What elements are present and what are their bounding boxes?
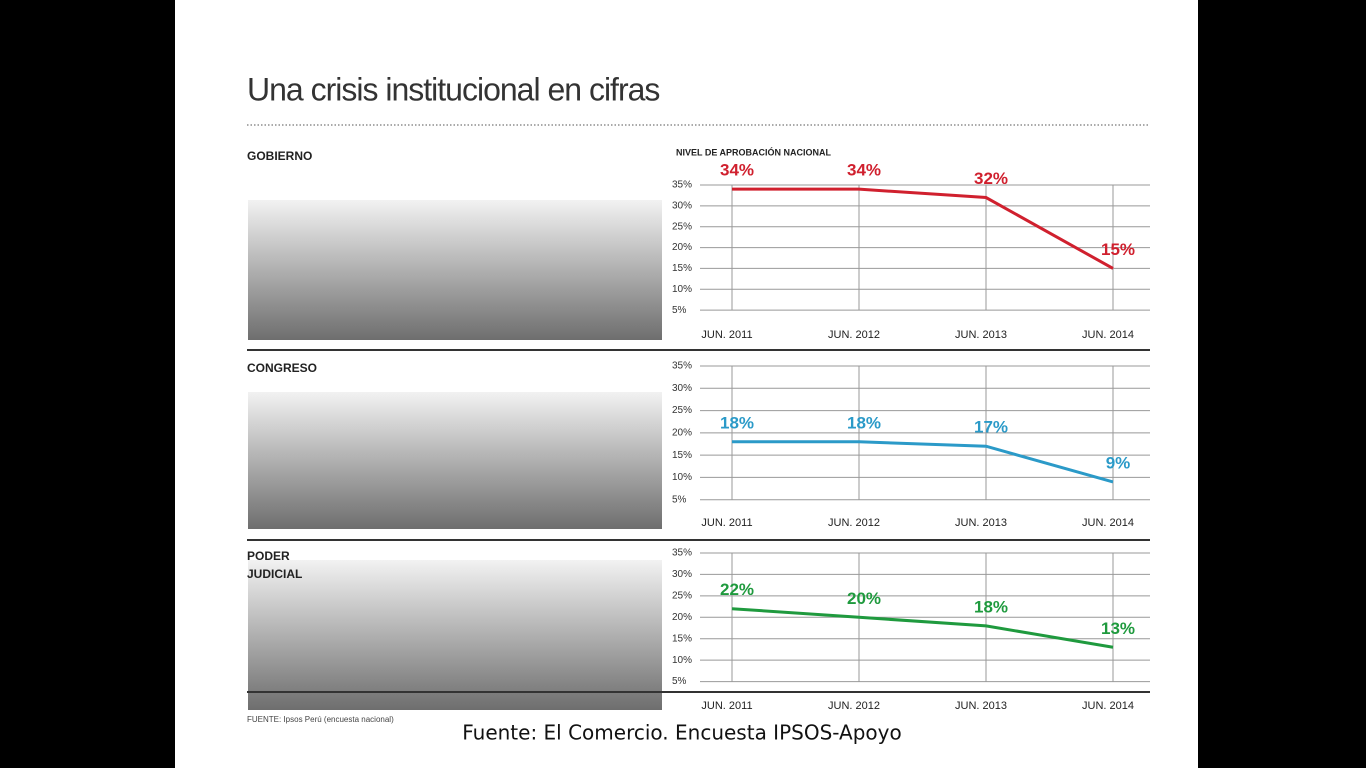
x-tick-label: JUN. 2013 [955,517,1007,529]
section-label: GOBIERNO [247,149,313,163]
data-label: 13% [1101,619,1135,638]
x-tick-label: JUN. 2012 [828,329,880,341]
y-tick-label: 25% [672,405,692,416]
y-tick-label: 30% [672,200,692,211]
data-label: 17% [974,418,1008,437]
y-tick-label: 5% [672,494,687,505]
y-tick-label: 5% [672,305,687,316]
x-tick-label: JUN. 2013 [955,329,1007,341]
data-label: 9% [1106,453,1131,472]
y-tick-label: 10% [672,284,692,295]
y-tick-label: 5% [672,676,687,687]
line [732,187,1114,270]
y-tick-label: 35% [672,548,692,559]
y-tick-label: 20% [672,242,692,253]
x-tick-label: JUN. 2014 [1082,700,1134,712]
y-tick-label: 10% [672,655,692,666]
section-label: CONGRESO [247,361,318,375]
y-tick-label: 20% [672,427,692,438]
y-tick-label: 15% [672,450,692,461]
x-tick-label: JUN. 2014 [1082,329,1134,341]
section-label: PODER JUDICIAL [247,549,303,581]
y-tick-label: 10% [672,472,692,483]
data-label: 34% [720,161,754,180]
y-tick-label: 30% [672,383,692,394]
caption: Fuente: El Comercio. Encuesta IPSOS-Apoy… [462,721,902,745]
y-tick-label: 35% [672,361,692,372]
data-label: 18% [974,597,1008,616]
x-tick-label: JUN. 2014 [1082,517,1134,529]
data-label: 15% [1101,240,1135,259]
subtitle: NIVEL DE APROBACIÓN NACIONAL [676,146,832,157]
y-tick-label: 15% [672,263,692,274]
data-label: 18% [847,413,881,432]
y-tick-label: 20% [672,612,692,623]
line [731,607,1114,649]
data-label: 20% [847,589,881,608]
x-tick-label: JUN. 2013 [955,700,1007,712]
data-label: 32% [974,169,1008,188]
x-tick-label: JUN. 2012 [828,517,880,529]
y-tick-label: 15% [672,633,692,644]
photo-judicial [248,560,662,710]
data-label: 18% [720,413,754,432]
photo-congreso [248,392,662,529]
x-tick-label: JUN. 2011 [701,517,752,529]
y-tick-label: 25% [672,590,692,601]
footnote: FUENTE: Ipsos Perú (encuesta nacional) [247,715,394,724]
x-tick-label: JUN. 2012 [828,700,880,712]
title: Una crisis institucional en cifras [247,71,659,107]
x-tick-label: JUN. 2011 [701,329,752,341]
line [732,440,1114,484]
x-tick-label: JUN. 2011 [701,700,752,712]
y-tick-label: 35% [672,180,692,191]
photo-gobierno [248,200,662,340]
data-label: 34% [847,161,881,180]
data-label: 22% [720,580,754,599]
y-tick-label: 30% [672,569,692,580]
y-tick-label: 25% [672,221,692,232]
